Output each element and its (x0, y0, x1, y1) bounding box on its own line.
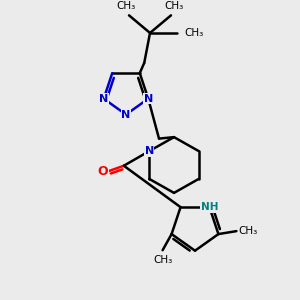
Text: O: O (98, 165, 108, 178)
Text: N: N (99, 94, 108, 104)
Text: CH₃: CH₃ (116, 1, 136, 11)
Text: N: N (144, 94, 153, 104)
Text: CH₃: CH₃ (238, 226, 257, 236)
Text: N: N (145, 146, 154, 156)
Text: CH₃: CH₃ (164, 1, 184, 11)
Text: CH₃: CH₃ (153, 255, 172, 265)
Text: N: N (122, 110, 130, 119)
Text: NH: NH (201, 202, 218, 212)
Text: CH₃: CH₃ (184, 28, 204, 38)
